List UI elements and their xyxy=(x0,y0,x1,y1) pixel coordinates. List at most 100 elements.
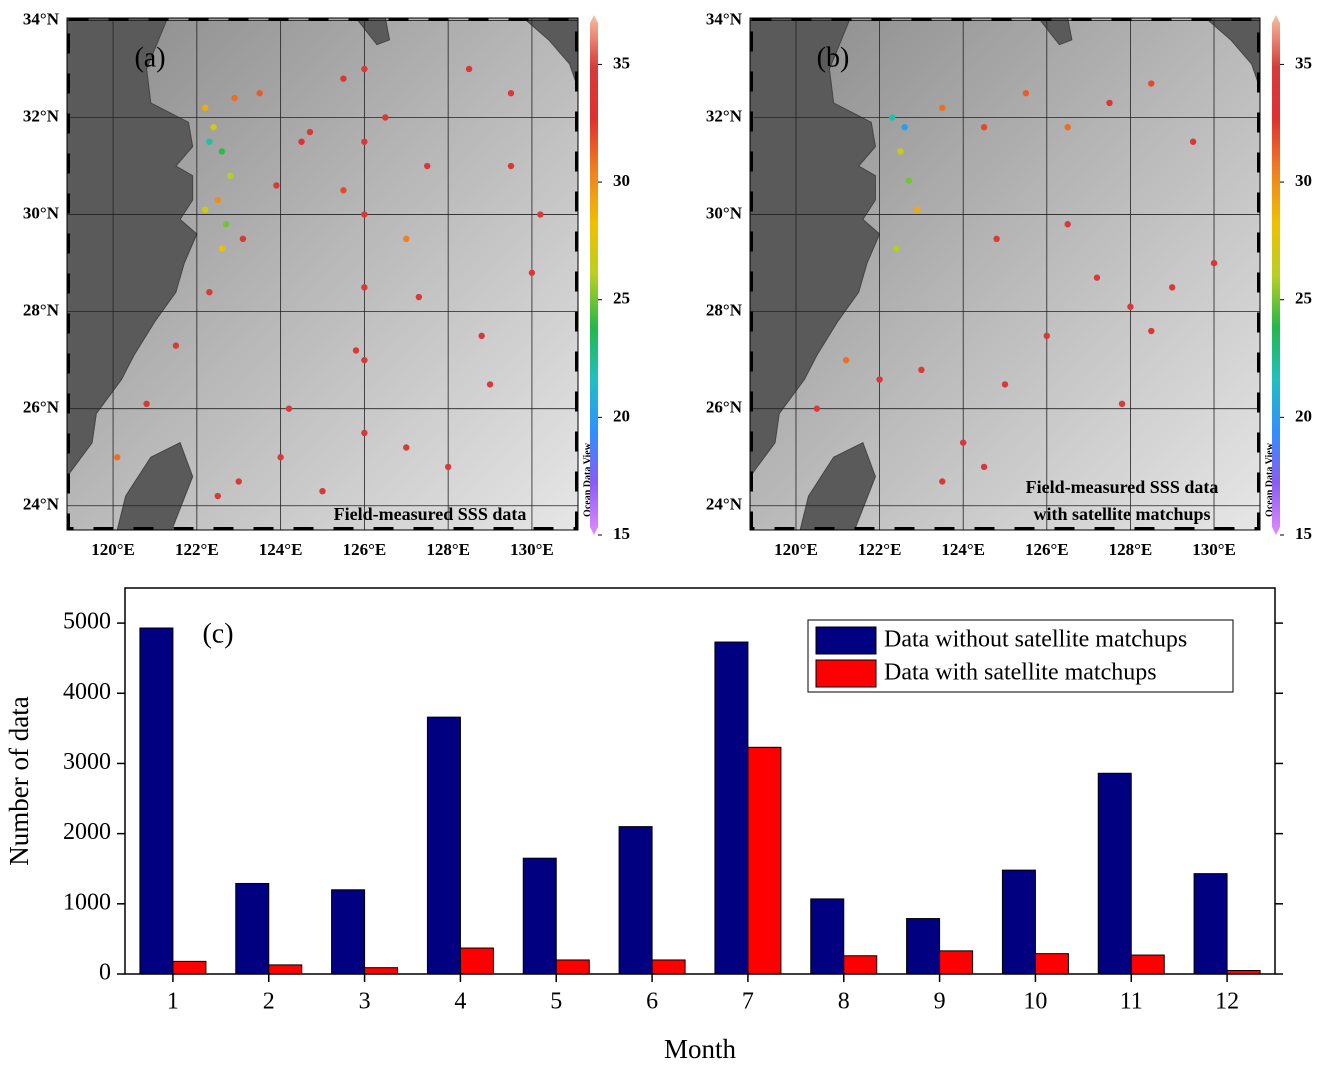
x-tick-label: 7 xyxy=(742,989,754,1015)
bar xyxy=(332,890,365,974)
data-point xyxy=(1211,260,1217,266)
colorbar-tick-label: 30 xyxy=(613,171,630,190)
x-tick-label: 12 xyxy=(1215,989,1239,1015)
data-point xyxy=(215,197,221,203)
data-point xyxy=(319,488,325,494)
annotation: Field-measured SSS data xyxy=(1026,477,1219,497)
x-tick-label: 11 xyxy=(1120,989,1143,1015)
bar xyxy=(1131,955,1164,974)
x-tick-label: 5 xyxy=(550,989,562,1015)
x-tick-label: 2 xyxy=(263,989,275,1015)
map-panel xyxy=(67,18,578,530)
data-point xyxy=(206,289,212,295)
x-tick-label: 128°E xyxy=(426,540,470,559)
data-point xyxy=(1065,124,1071,130)
data-point xyxy=(939,105,945,111)
data-point xyxy=(361,66,367,72)
x-tick-label: 126°E xyxy=(1025,540,1069,559)
bar xyxy=(1035,954,1068,974)
y-tick-label: 34°N xyxy=(23,9,60,28)
y-tick-label: 28°N xyxy=(706,301,743,320)
data-point xyxy=(918,367,924,373)
legend-label: Data with satellite matchups xyxy=(884,660,1157,686)
data-point xyxy=(416,294,422,300)
bar xyxy=(556,960,589,974)
x-tick-label: 124°E xyxy=(941,540,985,559)
data-point xyxy=(277,454,283,460)
data-point xyxy=(361,211,367,217)
data-point xyxy=(256,90,262,96)
data-point xyxy=(1065,221,1071,227)
data-point xyxy=(1094,274,1100,280)
data-point xyxy=(814,405,820,411)
colorbar xyxy=(1272,15,1280,535)
data-point xyxy=(487,381,493,387)
data-point xyxy=(143,401,149,407)
y-tick-label: 24°N xyxy=(23,495,60,514)
x-tick-label: 1 xyxy=(167,989,179,1015)
data-point xyxy=(1148,80,1154,86)
x-tick-label: 128°E xyxy=(1109,540,1153,559)
y-tick-label: 34°N xyxy=(706,9,743,28)
x-tick-label: 9 xyxy=(934,989,946,1015)
colorbar-tick-label: 35 xyxy=(613,53,630,72)
page: 120°E122°E124°E126°E128°E130°E24°N26°N28… xyxy=(0,0,1326,1070)
y-tick-label: 26°N xyxy=(23,398,60,417)
data-point xyxy=(424,163,430,169)
y-tick-label: 26°N xyxy=(706,398,743,417)
data-point xyxy=(1119,401,1125,407)
data-point xyxy=(353,347,359,353)
panel-label: (a) xyxy=(134,42,165,73)
data-point xyxy=(114,454,120,460)
colorbar-tick-label: 25 xyxy=(613,289,630,308)
data-point xyxy=(508,163,514,169)
data-point xyxy=(361,139,367,145)
legend-label: Data without satellite matchups xyxy=(884,627,1187,653)
y-tick-label: 2000 xyxy=(63,819,111,845)
bar xyxy=(1002,870,1035,974)
y-axis-label: Number of data xyxy=(4,696,34,865)
data-point xyxy=(1190,139,1196,145)
x-tick-label: 124°E xyxy=(259,540,303,559)
y-tick-label: 1000 xyxy=(63,889,111,915)
x-tick-label: 122°E xyxy=(175,540,219,559)
data-point xyxy=(537,211,543,217)
data-point xyxy=(240,236,246,242)
data-point xyxy=(223,221,229,227)
legend-swatch xyxy=(816,660,876,687)
figure: 120°E122°E124°E126°E128°E130°E24°N26°N28… xyxy=(0,0,1326,1065)
y-tick-label: 32°N xyxy=(706,106,743,125)
colorbar-tick-label: 20 xyxy=(1295,406,1312,425)
bar xyxy=(173,961,206,974)
x-tick-label: 8 xyxy=(838,989,850,1015)
data-point xyxy=(231,95,237,101)
data-point xyxy=(981,124,987,130)
data-point xyxy=(876,376,882,382)
x-tick-label: 3 xyxy=(359,989,371,1015)
bar xyxy=(1194,874,1227,974)
data-point xyxy=(361,357,367,363)
bar xyxy=(811,899,844,974)
x-tick-label: 126°E xyxy=(343,540,387,559)
y-tick-label: 3000 xyxy=(63,749,111,775)
data-point xyxy=(993,236,999,242)
y-tick-label: 32°N xyxy=(23,106,60,125)
bar xyxy=(940,951,973,974)
colorbar-tick-label: 35 xyxy=(1295,53,1312,72)
data-point xyxy=(914,206,920,212)
y-tick-label: 4000 xyxy=(63,679,111,705)
data-point xyxy=(981,464,987,470)
colorbar-tick-label: 15 xyxy=(613,524,630,543)
bar xyxy=(140,628,173,974)
data-point xyxy=(219,245,225,251)
data-point xyxy=(403,444,409,450)
data-point xyxy=(382,114,388,120)
data-point xyxy=(202,206,208,212)
y-tick-label: 24°N xyxy=(706,495,743,514)
data-point xyxy=(893,245,899,251)
data-point xyxy=(361,284,367,290)
data-point xyxy=(206,139,212,145)
bar xyxy=(652,960,685,974)
data-point xyxy=(403,236,409,242)
y-tick-label: 28°N xyxy=(23,301,60,320)
